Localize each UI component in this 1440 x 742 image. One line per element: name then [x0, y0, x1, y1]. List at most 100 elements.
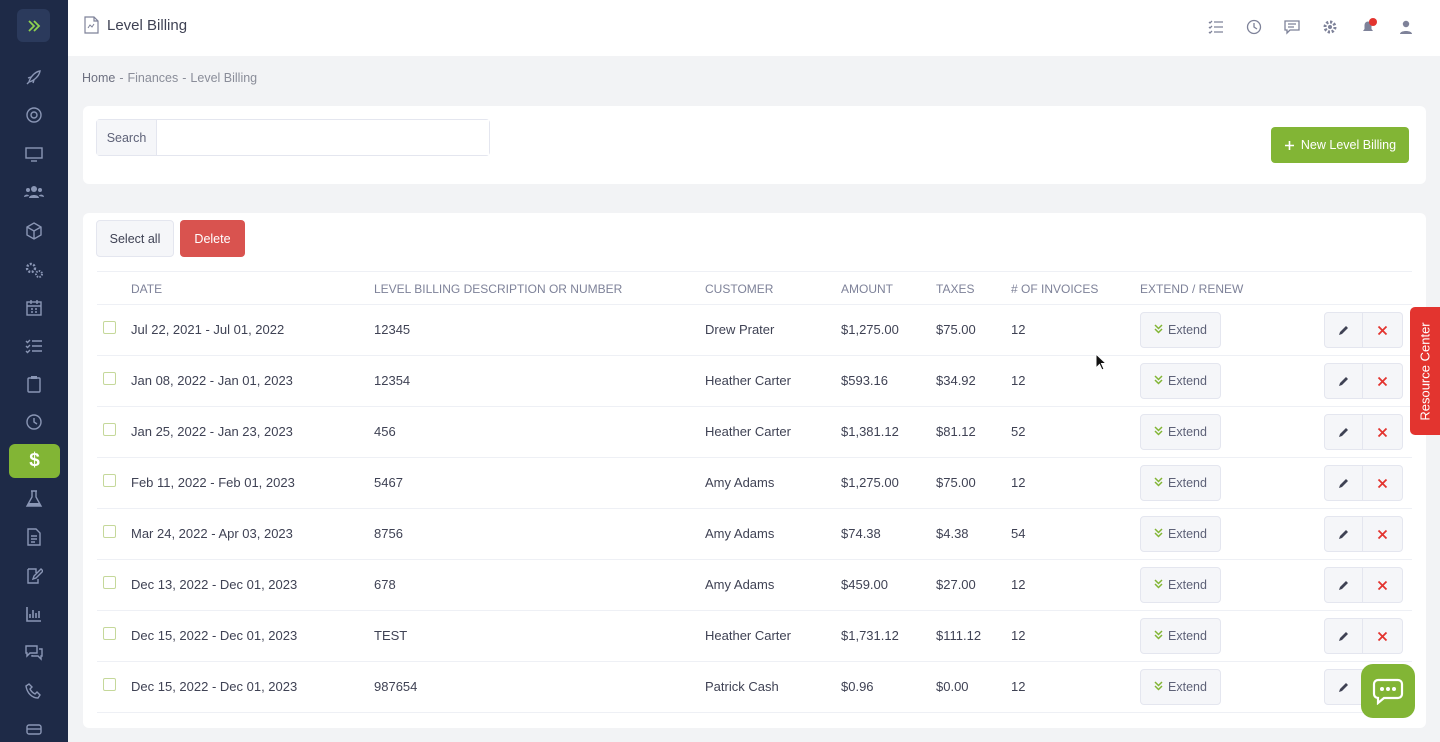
pencil-icon	[1338, 377, 1348, 386]
double-chevron-down-icon	[1154, 527, 1163, 541]
edit-button[interactable]	[1324, 669, 1363, 705]
rocket-icon[interactable]	[17, 60, 51, 94]
delete-row-button[interactable]	[1363, 516, 1403, 552]
chat-bubble-icon	[1372, 678, 1404, 705]
vehicle-icon[interactable]	[17, 712, 51, 742]
mouse-cursor-icon	[1095, 352, 1108, 376]
row-invoices: 12	[1011, 628, 1026, 643]
row-description: 987654	[374, 679, 418, 694]
close-icon	[1377, 427, 1388, 437]
delete-row-button[interactable]	[1363, 363, 1403, 399]
chat-icon[interactable]	[17, 635, 51, 669]
double-chevron-down-icon	[1154, 680, 1163, 694]
delete-row-button[interactable]	[1363, 312, 1403, 348]
extend-label: Extend	[1168, 578, 1207, 592]
search-input[interactable]	[157, 120, 489, 155]
checklist-icon[interactable]	[17, 329, 51, 363]
breadcrumb-home[interactable]: Home	[82, 71, 116, 85]
lifebuoy-icon[interactable]	[17, 98, 51, 132]
row-checkbox[interactable]	[103, 423, 116, 436]
document-icon[interactable]	[17, 520, 51, 554]
row-checkbox[interactable]	[103, 678, 116, 691]
live-chat-button[interactable]	[1361, 664, 1415, 718]
delete-row-button[interactable]	[1363, 618, 1403, 654]
extend-button[interactable]: Extend	[1140, 465, 1221, 501]
extend-button[interactable]: Extend	[1140, 414, 1221, 450]
extend-button[interactable]: Extend	[1140, 567, 1221, 603]
gears-icon[interactable]	[17, 253, 51, 287]
column-header-invoices[interactable]: # OF INVOICES	[1011, 282, 1099, 296]
column-header-description[interactable]: LEVEL BILLING DESCRIPTION OR NUMBER	[374, 282, 623, 296]
select-all-button[interactable]: Select all	[96, 220, 174, 257]
cube-icon[interactable]	[17, 214, 51, 248]
new-level-billing-button[interactable]: New Level Billing	[1271, 127, 1409, 163]
search-label: Search	[97, 120, 157, 155]
phone-icon[interactable]	[17, 674, 51, 708]
table-row: Dec 15, 2022 - Dec 01, 2023 987654 Patri…	[97, 662, 1412, 713]
expand-sidebar-icon[interactable]	[17, 9, 50, 42]
table-row: Dec 13, 2022 - Dec 01, 2023 678 Amy Adam…	[97, 560, 1412, 611]
notifications-bell-icon[interactable]	[1358, 17, 1378, 37]
row-checkbox[interactable]	[103, 576, 116, 589]
dollar-icon[interactable]: $	[9, 444, 60, 478]
tasks-icon[interactable]	[1206, 17, 1226, 37]
calendar-icon[interactable]	[17, 291, 51, 325]
delete-row-button[interactable]	[1363, 465, 1403, 501]
history-icon[interactable]	[1244, 17, 1264, 37]
pencil-icon	[1338, 479, 1348, 488]
delete-row-button[interactable]	[1363, 414, 1403, 450]
user-profile-icon[interactable]	[1396, 17, 1416, 37]
extend-button[interactable]: Extend	[1140, 669, 1221, 705]
clock-icon[interactable]	[17, 405, 51, 439]
edit-button[interactable]	[1324, 312, 1363, 348]
row-checkbox[interactable]	[103, 321, 116, 334]
column-header-date[interactable]: DATE	[131, 282, 163, 296]
flask-icon[interactable]	[17, 482, 51, 516]
column-header-customer[interactable]: CUSTOMER	[705, 282, 774, 296]
edit-button[interactable]	[1324, 414, 1363, 450]
file-icon	[84, 16, 99, 34]
settings-gear-icon[interactable]	[1320, 17, 1340, 37]
table-row: Dec 15, 2022 - Dec 01, 2023 TEST Heather…	[97, 611, 1412, 662]
extend-button[interactable]: Extend	[1140, 312, 1221, 348]
breadcrumb: Home - Finances - Level Billing	[82, 71, 257, 85]
edit-button[interactable]	[1324, 363, 1363, 399]
clipboard-icon[interactable]	[17, 367, 51, 401]
pencil-icon	[1338, 683, 1348, 692]
resource-center-tab[interactable]: Resource Center	[1410, 307, 1440, 435]
edit-button[interactable]	[1324, 516, 1363, 552]
delete-button[interactable]: Delete	[180, 220, 245, 257]
double-chevron-down-icon	[1154, 374, 1163, 388]
column-header-taxes[interactable]: TAXES	[936, 282, 975, 296]
edit-button[interactable]	[1324, 618, 1363, 654]
extend-label: Extend	[1168, 476, 1207, 490]
row-checkbox[interactable]	[103, 474, 116, 487]
row-taxes: $75.00	[936, 322, 976, 337]
extend-button[interactable]: Extend	[1140, 363, 1221, 399]
row-checkbox[interactable]	[103, 372, 116, 385]
column-header-amount[interactable]: AMOUNT	[841, 282, 893, 296]
row-description: 5467	[374, 475, 403, 490]
row-customer: Amy Adams	[705, 475, 775, 490]
extend-button[interactable]: Extend	[1140, 618, 1221, 654]
table-row: Jan 25, 2022 - Jan 23, 2023 456 Heather …	[97, 407, 1412, 458]
row-date: Dec 13, 2022 - Dec 01, 2023	[131, 577, 298, 592]
edit-button[interactable]	[1324, 465, 1363, 501]
messages-icon[interactable]	[1282, 17, 1302, 37]
monitor-icon[interactable]	[17, 137, 51, 171]
extend-button[interactable]: Extend	[1140, 516, 1221, 552]
pencil-icon	[1338, 530, 1348, 539]
row-customer: Patrick Cash	[705, 679, 779, 694]
delete-row-button[interactable]	[1363, 567, 1403, 603]
edit-button[interactable]	[1324, 567, 1363, 603]
row-checkbox[interactable]	[103, 525, 116, 538]
double-chevron-down-icon	[1154, 425, 1163, 439]
row-amount: $1,731.12	[841, 628, 899, 643]
row-amount: $1,275.00	[841, 322, 899, 337]
edit-document-icon[interactable]	[17, 559, 51, 593]
row-checkbox[interactable]	[103, 627, 116, 640]
bar-chart-icon[interactable]	[17, 597, 51, 631]
users-icon[interactable]	[17, 175, 51, 209]
breadcrumb-finances[interactable]: Finances	[127, 71, 179, 85]
row-taxes: $34.92	[936, 373, 976, 388]
